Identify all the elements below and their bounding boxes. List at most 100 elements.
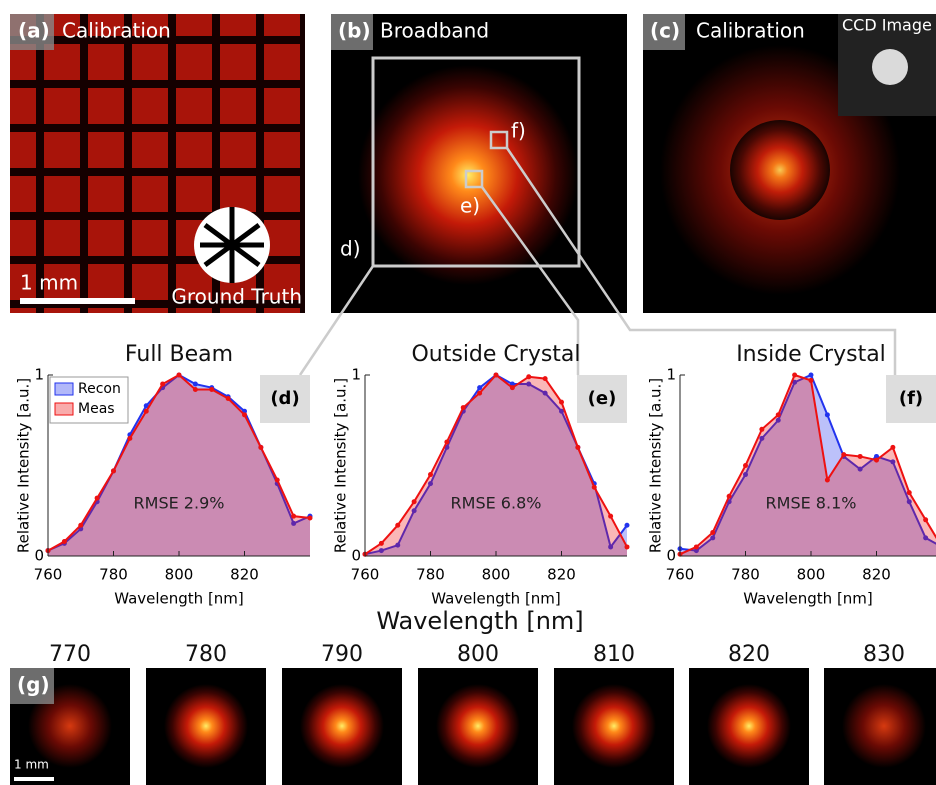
- marker: [542, 390, 548, 396]
- marker: [726, 493, 732, 499]
- marker: [743, 463, 748, 468]
- panel-title: Calibration: [696, 19, 805, 43]
- marker: [923, 535, 929, 541]
- label-box: [10, 668, 54, 704]
- beam: [572, 684, 656, 768]
- marker: [444, 439, 450, 445]
- marker: [559, 399, 564, 405]
- x-tick-label: 780: [731, 566, 760, 584]
- marker: [526, 381, 532, 387]
- region-label: d): [340, 237, 361, 261]
- marker: [743, 472, 748, 478]
- panel-label: (c): [650, 19, 680, 43]
- panel-label: (a): [18, 19, 50, 43]
- x-tick-label: 800: [165, 566, 194, 584]
- marker: [775, 417, 781, 423]
- annotation: RMSE 8.1%: [766, 494, 857, 513]
- marker: [575, 444, 581, 450]
- marker: [624, 522, 630, 528]
- marker: [759, 426, 765, 432]
- marker: [78, 522, 84, 528]
- marker: [509, 385, 515, 391]
- marker: [378, 540, 384, 546]
- y-axis-label: Relative Intensity [a.u.]: [15, 378, 33, 553]
- chart: Full Beam 0 1 760 780 800 820 Wavelength [nm] Re…: [15, 342, 313, 608]
- x-tick-label: 800: [797, 566, 826, 584]
- charts: Full Beam 0 1 760 780 800 820 Wavelength [nm] Re…: [15, 342, 936, 608]
- x-axis-label: Wavelength [nm]: [743, 590, 873, 608]
- wavelength-label: 790: [321, 642, 363, 667]
- marker: [428, 472, 433, 478]
- panel-label: (e): [588, 388, 617, 409]
- x-tick-label: 820: [547, 566, 576, 584]
- x-tick-label: 760: [34, 566, 63, 584]
- marker: [61, 539, 67, 545]
- legend-label: Recon: [78, 381, 121, 397]
- marker: [841, 452, 847, 458]
- marker: [274, 477, 280, 483]
- marker: [824, 412, 830, 418]
- label-box: [577, 375, 627, 423]
- scale-bar: [14, 777, 54, 781]
- beam: [164, 684, 248, 768]
- ccd-spot: [872, 49, 908, 85]
- chart: Inside Crystal 0 1 760 780 800 820 Wavelength […: [647, 342, 936, 608]
- panel-title: Broadband: [380, 19, 489, 43]
- legend-swatch: [54, 382, 74, 396]
- marker: [559, 408, 564, 414]
- region-d: [371, 56, 581, 268]
- marker: [307, 515, 313, 521]
- marker: [608, 544, 614, 550]
- marker: [160, 381, 166, 387]
- x-axis-label: Wavelength [nm]: [114, 590, 244, 608]
- annotation: RMSE 6.8%: [451, 494, 542, 513]
- annotation: RMSE 2.9%: [134, 494, 225, 513]
- marker: [759, 435, 765, 441]
- shared-xlabel: Wavelength [nm]: [376, 607, 583, 635]
- marker: [792, 372, 798, 378]
- region-label: f): [511, 119, 526, 143]
- marker: [808, 377, 814, 383]
- region-f: [489, 130, 509, 150]
- panel-a: (a) Calibration 1 mm Ground Truth: [10, 14, 305, 313]
- beam: [707, 684, 791, 768]
- region-e: [464, 169, 484, 189]
- marker: [477, 390, 483, 396]
- marker: [890, 444, 896, 450]
- marker: [808, 372, 814, 378]
- area: [48, 375, 310, 556]
- wavelength-label: 830: [863, 642, 905, 667]
- marker: [890, 459, 896, 465]
- marker: [395, 542, 401, 548]
- scale-label: 1 mm: [20, 271, 78, 295]
- x-tick-label: 760: [666, 566, 695, 584]
- panel-c: CCD Image (c) Calibration: [643, 14, 936, 313]
- beam: [842, 684, 926, 768]
- beam-core: [730, 120, 830, 220]
- marker: [542, 376, 548, 382]
- y-tick-label: 0: [351, 547, 361, 565]
- marker: [127, 435, 133, 441]
- marker: [624, 544, 630, 550]
- marker: [824, 477, 830, 483]
- area: [365, 375, 627, 556]
- marker: [94, 495, 100, 501]
- inset-pattern: [200, 207, 264, 283]
- x-tick-label: 760: [351, 566, 380, 584]
- chart-title: Outside Crystal: [411, 342, 580, 367]
- scale-label: 1 mm: [14, 758, 49, 772]
- legend-label: Meas: [78, 401, 115, 417]
- marker: [192, 381, 198, 387]
- panel-b: (b) Broadband d) e) f): [331, 14, 627, 313]
- x-tick-label: 820: [862, 566, 891, 584]
- marker: [775, 412, 781, 418]
- label-box: [886, 375, 936, 423]
- marker: [906, 490, 912, 496]
- marker: [143, 408, 149, 414]
- marker: [209, 386, 215, 392]
- inset-label: Ground Truth: [171, 285, 302, 309]
- x-tick-label: 780: [416, 566, 445, 584]
- panel-title: Calibration: [62, 19, 171, 43]
- x-tick-label: 800: [482, 566, 511, 584]
- marker: [192, 386, 198, 392]
